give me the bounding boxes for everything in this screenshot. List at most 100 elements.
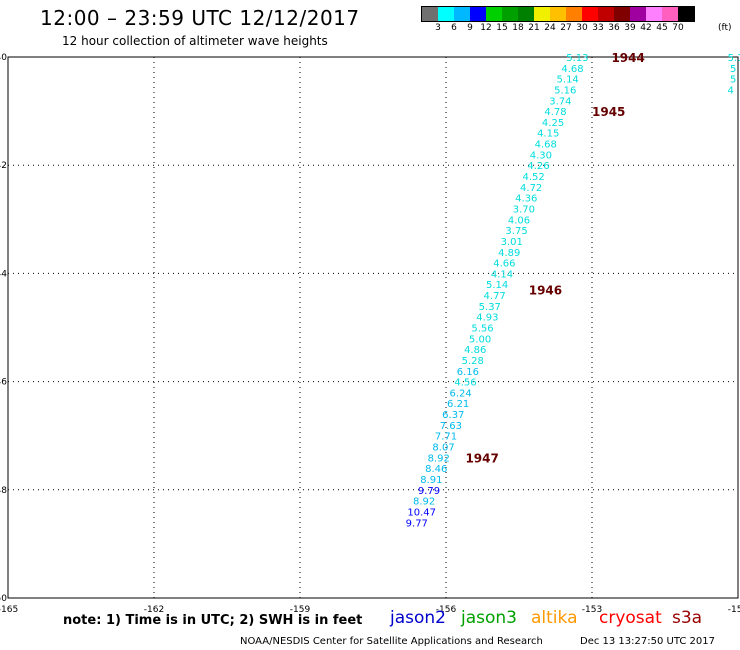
swh-point: 4.14 [491,269,513,280]
x-tick-label: -150 [728,605,740,615]
swh-point: 8.46 [425,464,447,475]
footer-timestamp: Dec 13 13:27:50 UTC 2017 [580,636,715,647]
swh-point: 5.16 [554,85,576,96]
time-annotation: 1944 [611,51,644,65]
swh-point: 4.93 [476,313,498,324]
legend-swatch [550,7,566,21]
swh-point: 3.01 [501,237,523,248]
legend-swatch [534,7,550,21]
legend-swatch [502,7,518,21]
legend-swatch [566,7,582,21]
legend-swatch [630,7,646,21]
y-tick-label: -44 [0,269,7,279]
swh-point: 4.77 [484,291,506,302]
legend-label: 24 [544,23,556,33]
swh-point: 5.13 [566,53,588,64]
swh-point: 7.63 [440,421,462,432]
x-tick-label: -153 [582,605,602,615]
time-annotation: 1946 [529,284,562,298]
y-tick-label: -50 [0,594,7,604]
legend-label: 15 [496,23,508,33]
satellite-label-altika: altika [531,608,578,628]
legend-label: 70 [672,23,684,33]
plot-frame [7,56,739,599]
legend-swatch [646,7,662,21]
swh-point: 6.37 [442,410,464,421]
bottom-note: note: 1) Time is in UTC; 2) SWH is in fe… [63,613,363,628]
swh-point: 5.37 [479,302,501,313]
satellite-label-jason3: jason3 [461,608,517,628]
swh-point: 6.16 [457,367,479,378]
swh-point: 4.36 [515,194,537,205]
chart-title: 12:00 – 23:59 UTC 12/12/2017 [40,6,360,30]
swh-point: 4.56 [454,378,476,389]
legend-label: 36 [608,23,620,33]
swh-point: 5.1 [728,53,740,64]
swh-point: 4.06 [508,215,530,226]
swh-point: 6.24 [449,388,471,399]
swh-point: 5.28 [462,356,484,367]
legend-swatch [518,7,534,21]
legend-swatch [582,7,598,21]
satellite-label-s3a: s3a [672,608,703,628]
legend-swatch [422,7,438,21]
legend-labels: 3 6 9 12 15 18 21 24 27 30 33 36 39 42 45 70 [421,23,740,37]
swh-point: 5.56 [471,324,493,335]
swh-point: 5.00 [469,334,491,345]
legend-swatch [486,7,502,21]
legend-label: 39 [624,23,636,33]
y-tick-label: -42 [0,161,7,171]
time-annotation: 1947 [465,451,498,465]
swh-point: 4.25 [542,118,564,129]
legend-label: 9 [467,23,473,33]
swh-point: 6.21 [447,399,469,410]
swh-point: 10.47 [407,507,436,518]
legend-swatch [438,7,454,21]
legend-label: 45 [656,23,668,33]
x-tick-label: -156 [436,605,457,615]
swh-point: 4.78 [544,107,566,118]
x-tick-label: -159 [290,605,311,615]
swh-point: 4.86 [464,345,486,356]
swh-point: 3.70 [513,204,535,215]
swh-point: 5.14 [557,75,579,86]
x-tick-label: -162 [144,605,164,615]
swh-point: 4.68 [535,140,557,151]
legend-unit: (ft) [718,23,732,33]
y-tick-label: -48 [0,486,7,496]
swh-point: 9.77 [406,518,428,529]
y-tick-label: -40 [0,53,7,63]
swh-point: 8.07 [432,443,454,454]
swh-point: 8.92 [428,453,450,464]
color-legend [421,6,695,22]
swh-point: 8.91 [420,475,442,486]
swh-point: 5 [730,75,736,86]
swh-point: 4.52 [522,172,544,183]
swh-point: 5.14 [486,280,508,291]
legend-swatch [614,7,630,21]
legend-swatch [598,7,614,21]
legend-label: 6 [451,23,457,33]
legend-label: 42 [640,23,652,33]
swh-point: 9.79 [418,486,440,497]
swh-point: 4.72 [520,183,542,194]
swh-point: 4.30 [530,150,552,161]
legend-label: 21 [528,23,540,33]
legend-label: 12 [480,23,492,33]
y-tick-label: -46 [0,378,7,388]
legend-label: 27 [560,23,572,33]
satellite-label-jason2: jason2 [390,608,446,628]
swh-point: 4 [728,85,734,96]
legend-label: 30 [576,23,588,33]
swh-point: 5 [730,64,736,75]
legend-label: 3 [435,23,441,33]
legend-swatch [662,7,678,21]
swh-point: 3.75 [505,226,527,237]
legend-swatch [678,7,694,21]
chart-subtitle: 12 hour collection of altimeter wave hei… [62,34,328,48]
satellite-label-cryosat: cryosat [599,608,662,628]
legend-swatch [454,7,470,21]
swh-point: 3.74 [549,96,571,107]
footer-credit: NOAA/NESDIS Center for Satellite Applica… [240,636,543,647]
